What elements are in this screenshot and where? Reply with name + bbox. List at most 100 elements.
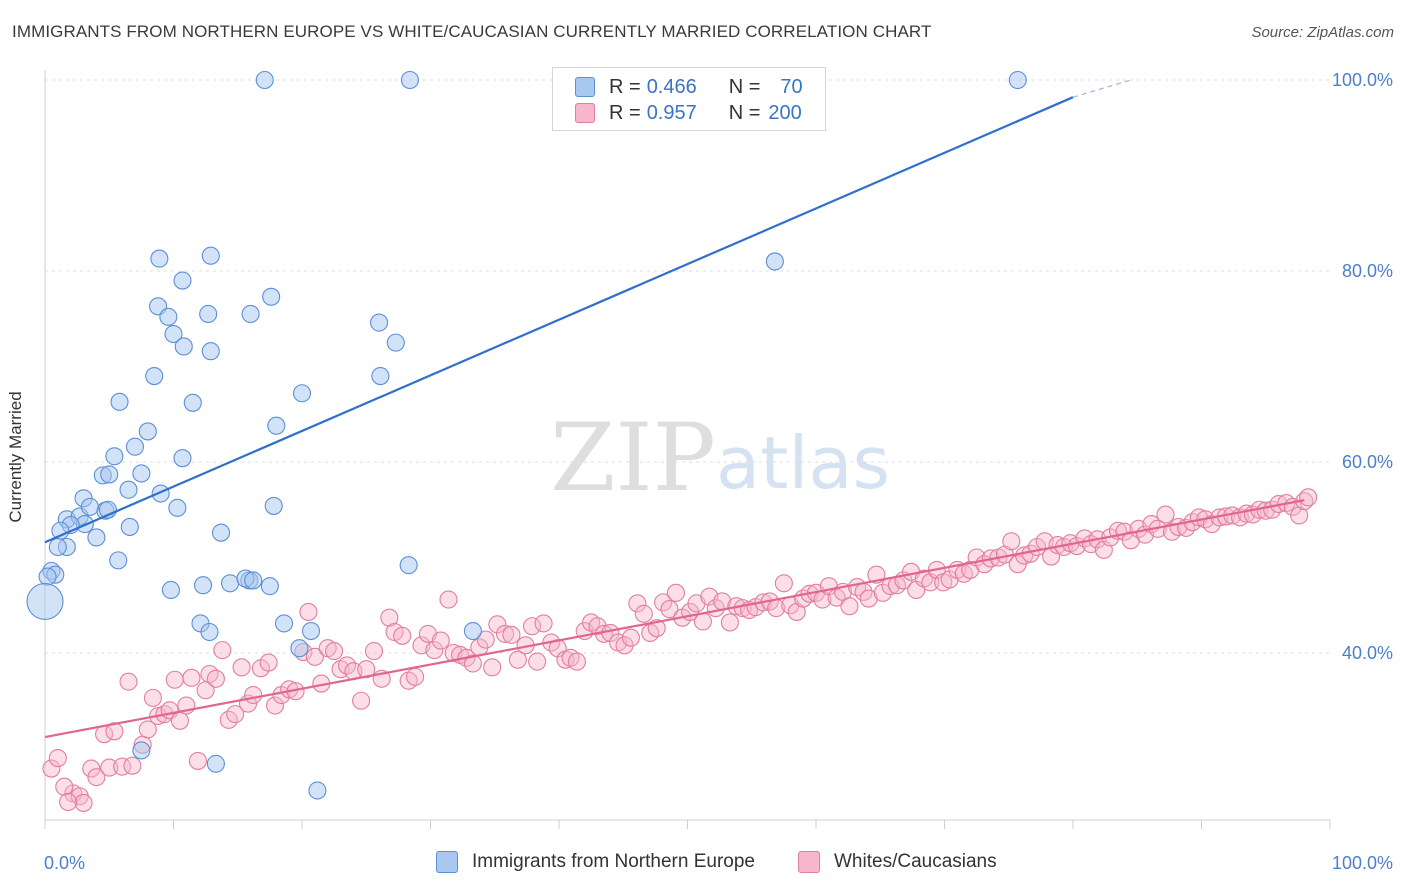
point-whites	[483, 658, 502, 677]
y-tick-label: 80.0%	[1342, 261, 1393, 281]
point-immigrants	[151, 484, 170, 503]
legend-swatch-whites	[798, 851, 820, 873]
point-immigrants	[371, 366, 390, 386]
point-whites	[82, 759, 101, 778]
point-immigrants	[201, 342, 220, 361]
point-whites	[840, 597, 859, 616]
point-whites	[74, 793, 93, 812]
legend-label-immigrants: Immigrants from Northern Europe	[472, 851, 755, 872]
legend-n-label: N =	[728, 75, 761, 98]
point-whites	[265, 696, 285, 715]
point-whites	[100, 758, 119, 777]
trend-line-immigrants-extension	[1072, 79, 1131, 98]
legend-n-label: N =	[728, 101, 761, 124]
point-whites	[48, 748, 67, 768]
point-immigrants	[132, 741, 151, 760]
point-whites	[495, 624, 515, 643]
point-whites	[1156, 505, 1175, 524]
point-immigrants	[145, 366, 164, 386]
point-immigrants	[260, 577, 279, 596]
point-whites	[213, 641, 232, 660]
point-immigrants	[220, 574, 240, 593]
source-credit: Source: ZipAtlas.com	[1251, 24, 1394, 41]
point-whites	[352, 691, 371, 710]
point-whites	[87, 768, 106, 787]
point-immigrants	[274, 614, 294, 633]
trend-line-whites	[44, 499, 1305, 739]
point-whites	[522, 617, 542, 636]
point-whites	[42, 759, 61, 778]
point-immigrants	[1008, 70, 1027, 90]
point-whites	[188, 751, 207, 770]
point-whites	[628, 594, 647, 613]
point-immigrants	[194, 576, 213, 595]
legend-row-whites: R = 0.957 N = 200	[575, 101, 802, 125]
grid-lines	[45, 79, 1330, 654]
point-whites	[654, 593, 673, 612]
stats-legend: R = 0.466 N = 70 R = 0.957 N = 200	[552, 67, 826, 131]
point-whites	[1002, 532, 1021, 551]
legend-swatch-immigrants	[575, 77, 595, 97]
point-whites	[105, 722, 124, 741]
point-whites	[431, 631, 450, 650]
point-whites	[1290, 506, 1309, 525]
series-legend: Immigrants from Northern Europe Whites/C…	[0, 851, 1406, 877]
point-immigrants	[262, 287, 281, 306]
point-whites	[143, 688, 162, 707]
point-whites	[170, 711, 189, 730]
point-immigrants	[200, 622, 219, 642]
legend-r-label: R =	[609, 75, 641, 98]
point-immigrants	[48, 537, 67, 557]
point-whites	[1202, 515, 1221, 534]
point-immigrants	[292, 384, 312, 403]
point-immigrants	[463, 621, 482, 641]
x-tick-label-min: 0.0%	[44, 853, 85, 873]
trend-lines	[44, 79, 1305, 739]
point-immigrants	[174, 337, 193, 356]
series-immigrants-points	[26, 70, 1027, 800]
point-whites	[393, 626, 412, 645]
point-whites	[463, 654, 482, 673]
point-whites	[567, 652, 587, 671]
point-immigrants	[138, 422, 157, 441]
point-whites	[720, 613, 739, 632]
series-whites-points	[42, 488, 1318, 812]
point-whites	[299, 602, 318, 621]
point-whites	[666, 583, 685, 602]
point-immigrants	[183, 393, 202, 412]
point-immigrants	[765, 252, 784, 271]
point-immigrants	[244, 571, 263, 590]
chart-title: IMMIGRANTS FROM NORTHERN EUROPE VS WHITE…	[12, 22, 932, 41]
point-immigrants	[370, 313, 389, 332]
point-immigrants	[173, 271, 192, 290]
point-immigrants	[110, 392, 129, 411]
point-whites	[634, 604, 653, 623]
y-tick-label: 40.0%	[1342, 643, 1393, 663]
point-whites	[206, 669, 225, 688]
legend-swatch-whites	[575, 103, 595, 123]
point-whites	[508, 650, 527, 669]
point-whites	[1299, 488, 1318, 507]
point-immigrants	[105, 447, 124, 466]
point-whites	[364, 642, 384, 661]
legend-n-value: 200	[768, 101, 802, 124]
point-whites	[488, 615, 507, 634]
point-whites	[774, 574, 793, 593]
legend-item-whites[interactable]: Whites/Caucasians	[798, 851, 997, 873]
legend-item-immigrants[interactable]: Immigrants from Northern Europe	[436, 851, 755, 873]
point-whites	[165, 670, 184, 689]
point-whites	[439, 590, 458, 609]
point-whites	[528, 652, 547, 671]
legend-label-whites: Whites/Caucasians	[834, 851, 997, 872]
point-immigrants	[201, 246, 220, 265]
point-immigrants	[255, 70, 274, 90]
legend-r-label: R =	[609, 101, 641, 124]
point-whites	[873, 583, 892, 602]
legend-r-value: 0.466	[646, 75, 697, 98]
point-whites	[138, 720, 157, 739]
point-whites	[55, 777, 74, 796]
point-immigrants	[301, 621, 321, 641]
point-whites	[476, 630, 495, 649]
legend-row-immigrants: R = 0.466 N = 70	[575, 75, 803, 99]
